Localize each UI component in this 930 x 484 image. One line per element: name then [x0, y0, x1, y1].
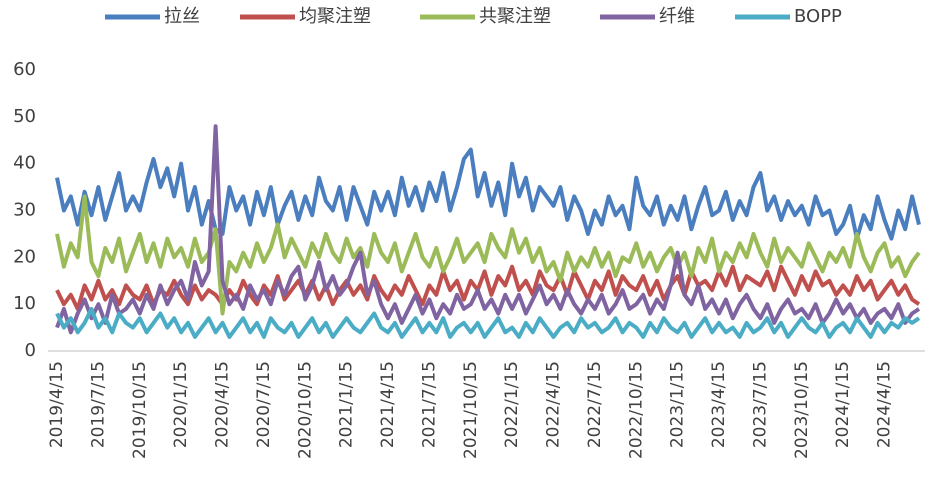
- x-tick-label: 2020/10/15: [295, 361, 315, 459]
- y-tick-label: 20: [13, 246, 36, 267]
- x-tick-label: 2020/7/15: [254, 361, 274, 448]
- x-tick-label: 2023/7/15: [750, 361, 770, 448]
- y-tick-label: 60: [13, 59, 36, 80]
- y-tick-label: 50: [13, 106, 36, 127]
- y-tick-label: 0: [25, 340, 36, 361]
- x-tick-label: 2021/7/15: [419, 361, 439, 448]
- x-tick-label: 2022/1/15: [502, 361, 522, 448]
- series-line: [55, 124, 921, 335]
- x-tick-label: 2024/1/15: [833, 361, 853, 448]
- series-line: [55, 194, 921, 316]
- legend-label: 纤维: [659, 6, 695, 27]
- x-tick-label: 2019/4/15: [47, 361, 67, 448]
- x-tick-label: 2020/1/15: [171, 361, 191, 448]
- legend-label: BOPP: [794, 6, 842, 27]
- x-tick-label: 2020/4/15: [213, 361, 233, 448]
- legend-label: 共聚注塑: [479, 6, 551, 27]
- series-line: [55, 147, 921, 241]
- x-tick-label: 2023/4/15: [709, 361, 729, 448]
- y-tick-label: 40: [13, 153, 36, 174]
- x-tick-label: 2022/7/15: [585, 361, 605, 448]
- x-tick-label: 2023/1/15: [668, 361, 688, 448]
- x-tick-label: 2021/4/15: [378, 361, 398, 448]
- x-tick-label: 2024/4/15: [875, 361, 895, 448]
- legend-label: 拉丝: [164, 6, 200, 27]
- x-tick-label: 2023/10/15: [792, 361, 812, 459]
- x-tick-label: 2019/7/15: [88, 361, 108, 448]
- series-line: [55, 264, 921, 311]
- series-line: [55, 306, 921, 339]
- x-tick-label: 2021/10/15: [461, 361, 481, 459]
- x-tick-label: 2022/10/15: [626, 361, 646, 459]
- legend-label: 均聚注塑: [299, 6, 371, 27]
- x-tick-label: 2022/4/15: [544, 361, 564, 448]
- y-tick-label: 10: [13, 293, 36, 314]
- y-tick-label: 30: [13, 200, 36, 221]
- x-tick-label: 2021/1/15: [337, 361, 357, 448]
- x-tick-label: 2019/10/15: [130, 361, 150, 459]
